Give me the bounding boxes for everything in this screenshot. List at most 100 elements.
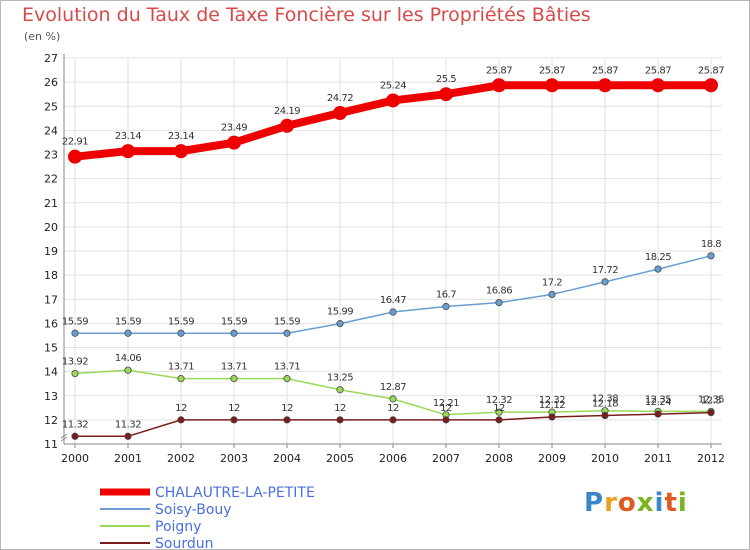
data-point — [280, 118, 294, 133]
x-tick-label: 2007 — [432, 452, 460, 465]
data-point — [227, 135, 241, 150]
data-label: 25.87 — [539, 65, 565, 76]
legend-label: Sourdun — [155, 536, 213, 550]
y-tick-label: 16 — [44, 317, 58, 330]
data-point — [124, 432, 132, 440]
data-label: 13.71 — [274, 362, 300, 373]
data-point — [654, 265, 662, 273]
data-point — [68, 149, 82, 164]
data-label: 12.18 — [592, 399, 618, 410]
data-label: 23.49 — [221, 123, 247, 134]
data-point — [439, 87, 453, 102]
data-point — [389, 416, 397, 424]
data-label: 24.72 — [327, 93, 353, 104]
data-label: 12 — [228, 403, 240, 414]
legend: CHALAUTRE-LA-PETITESoisy-BouyPoignySourd… — [100, 485, 315, 550]
y-tick-label: 17 — [44, 293, 58, 306]
chart-unit: (en %) — [24, 30, 61, 43]
data-label: 11.32 — [115, 419, 141, 430]
x-tick-label: 2002 — [167, 452, 195, 465]
logo-letter: t — [664, 488, 678, 518]
data-label: 16.7 — [436, 289, 456, 300]
data-label: 25.87 — [592, 65, 618, 76]
data-point — [177, 375, 185, 383]
data-label: 23.14 — [168, 131, 194, 142]
y-tick-label: 13 — [44, 390, 58, 403]
data-label: 12 — [175, 403, 187, 414]
data-label: 25.87 — [486, 65, 512, 76]
data-label: 15.99 — [327, 307, 353, 318]
data-point — [71, 432, 79, 440]
data-label: 25.87 — [698, 65, 724, 76]
data-label: 12.12 — [539, 400, 565, 411]
x-tick-label: 2003 — [220, 452, 248, 465]
data-label: 16.47 — [380, 295, 406, 306]
data-point — [230, 375, 238, 383]
data-point — [124, 366, 132, 374]
data-label: 13.92 — [62, 357, 88, 368]
data-point — [124, 329, 132, 337]
x-tick-label: 2011 — [644, 452, 672, 465]
data-label: 15.59 — [115, 316, 141, 327]
data-point — [442, 302, 450, 311]
data-point — [548, 290, 556, 299]
x-tick-label: 2009 — [538, 452, 566, 465]
data-label: 11.32 — [62, 419, 88, 430]
data-label: 13.25 — [327, 373, 353, 384]
data-point — [71, 329, 79, 337]
x-tick-label: 2005 — [326, 452, 354, 465]
data-label: 14.06 — [115, 353, 141, 364]
data-point — [492, 78, 506, 93]
y-tick-label: 11 — [44, 438, 58, 451]
x-tick-label: 2001 — [114, 452, 142, 465]
logo-letter: i — [677, 488, 688, 518]
data-label: 12.32 — [539, 395, 565, 406]
data-point — [707, 409, 715, 417]
data-label: 12.32 — [486, 395, 512, 406]
data-point — [336, 320, 344, 328]
logo-letter: r — [604, 488, 618, 518]
data-point — [601, 278, 609, 286]
data-label: 12.35 — [698, 394, 724, 405]
data-label: 25.24 — [380, 80, 406, 91]
data-label: 12.21 — [433, 398, 459, 409]
data-point — [495, 408, 503, 416]
x-tick-label: 2010 — [591, 452, 619, 465]
y-tick-label: 23 — [44, 149, 58, 162]
y-tick-label: 15 — [44, 342, 58, 355]
data-label: 25.87 — [645, 65, 671, 76]
data-point — [598, 78, 612, 93]
series — [68, 78, 718, 440]
data-label: 15.59 — [221, 316, 247, 327]
data-label: 18.25 — [645, 252, 671, 263]
data-point — [283, 375, 291, 383]
data-point — [389, 308, 397, 316]
x-tick-label: 2008 — [485, 452, 513, 465]
data-label: 13.71 — [168, 362, 194, 373]
legend-label: CHALAUTRE-LA-PETITE — [155, 485, 315, 501]
data-label: 17.2 — [542, 277, 562, 288]
y-tick-label: 26 — [44, 76, 58, 89]
data-label: 15.59 — [168, 316, 194, 327]
data-label: 12 — [440, 403, 452, 414]
data-point — [283, 416, 291, 424]
y-tick-label: 20 — [44, 221, 58, 234]
data-point — [704, 78, 718, 93]
data-label: 12.35 — [645, 394, 671, 405]
data-point — [177, 329, 185, 337]
data-point — [442, 416, 450, 424]
data-point — [707, 252, 715, 260]
logo-letter: o — [617, 488, 637, 518]
data-label: 24.19 — [274, 106, 300, 117]
x-tick-label: 2012 — [697, 452, 725, 465]
data-point — [283, 329, 291, 337]
y-tick-label: 19 — [44, 245, 58, 258]
data-point — [545, 78, 559, 93]
data-label: 12.24 — [645, 397, 671, 408]
data-point — [548, 413, 556, 421]
y-tick-label: 24 — [44, 124, 58, 137]
y-tick-label: 18 — [44, 269, 58, 282]
data-point — [495, 299, 503, 307]
data-label: 25.5 — [436, 74, 456, 85]
data-label: 15.59 — [274, 316, 300, 327]
